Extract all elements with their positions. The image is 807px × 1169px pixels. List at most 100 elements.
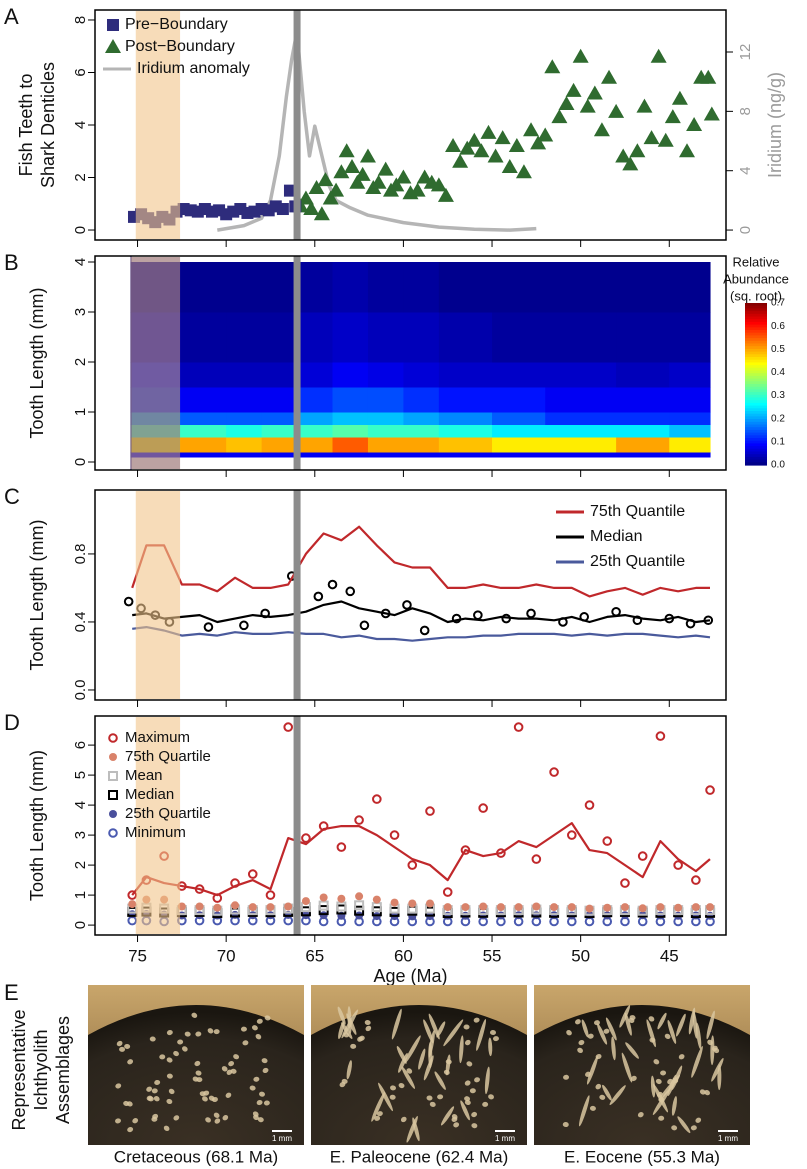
ichthyolith <box>261 1058 268 1064</box>
marker <box>579 98 596 113</box>
ichthyolith <box>181 1046 188 1052</box>
heat-cell <box>403 262 440 313</box>
colorbar-slice <box>745 438 767 442</box>
ichthyolith <box>655 1078 662 1085</box>
ichthyolith <box>173 1115 180 1121</box>
colorbar-tick-label: 0.7 <box>771 298 785 309</box>
ichthyolith <box>434 1071 446 1090</box>
ichthyolith <box>428 1013 440 1040</box>
ichthyolith <box>440 1106 455 1126</box>
heat-cell <box>180 437 227 453</box>
colorbar-slice <box>745 375 767 380</box>
ichthyolith <box>476 1018 487 1051</box>
marker <box>638 904 647 913</box>
colorbar-slice <box>745 381 767 385</box>
heat-cell <box>332 424 369 438</box>
y-tick-label: 6 <box>72 741 89 749</box>
marker <box>354 166 371 181</box>
ichthyolith <box>488 1094 494 1100</box>
marker <box>337 894 346 903</box>
ichthyolith <box>251 1025 258 1031</box>
heat-cell <box>226 452 263 458</box>
ichthyolith <box>115 1083 122 1089</box>
ichthyolith <box>166 1057 173 1063</box>
x-tick-label: 70 <box>217 946 236 965</box>
ichthyolith <box>225 1092 232 1098</box>
colorbar-slice <box>745 370 767 374</box>
y-tick-label: 3 <box>72 831 89 839</box>
colorbar-tick-label: 0.0 <box>771 460 785 471</box>
colorbar-slice <box>745 443 767 447</box>
colorbar-slice <box>745 316 767 320</box>
heat-cell <box>261 452 298 458</box>
scale-label: 1 mm <box>718 1134 738 1143</box>
y-tick-label: 5 <box>72 771 89 779</box>
y-axis-label: Tooth Length (mm) <box>27 519 47 670</box>
y-axis-label: Representative <box>9 1009 29 1130</box>
heat-cell <box>332 312 369 363</box>
marker <box>551 109 568 124</box>
ichthyolith <box>625 1042 639 1059</box>
ichthyolith <box>195 1031 202 1037</box>
ichthyolith <box>678 1054 685 1060</box>
specimen-photo: 1 mm <box>311 985 527 1145</box>
marker <box>354 815 364 825</box>
colorbar-slice <box>745 346 767 350</box>
marker <box>301 833 311 843</box>
ichthyolith <box>146 1095 153 1101</box>
colorbar-slice <box>745 362 767 366</box>
heat-cell <box>545 452 617 458</box>
legend-label: Median <box>125 786 174 803</box>
heat-cell <box>297 262 334 313</box>
marker <box>496 903 505 912</box>
ichthyolith <box>357 1036 363 1042</box>
heat-cell <box>367 362 404 388</box>
ichthyolith <box>115 1118 121 1124</box>
heat-cell <box>669 362 711 388</box>
marker <box>425 899 434 908</box>
legend-label: 75th Quantile <box>590 503 685 520</box>
heat-cell <box>297 437 334 453</box>
heat-cell <box>297 424 334 438</box>
heat-cell <box>367 312 404 363</box>
photo-caption: E. Paleocene (62.4 Ma) <box>330 1147 509 1166</box>
colorbar-slice <box>745 321 767 326</box>
y-axis-label: Fish Teeth to <box>16 74 36 177</box>
ichthyolith <box>249 1085 256 1091</box>
ichthyolith <box>648 1016 655 1022</box>
heat-cell <box>492 437 546 453</box>
marker <box>459 140 476 155</box>
marker <box>409 182 426 197</box>
marker <box>230 878 240 888</box>
colorbar-slice <box>745 421 767 426</box>
ichthyolith <box>371 1091 386 1122</box>
ichthyolith <box>492 1036 499 1042</box>
colorbar-slice <box>745 335 767 339</box>
marker <box>691 911 700 920</box>
marker <box>637 851 648 861</box>
ichthyolith <box>152 1113 159 1120</box>
ichthyolith <box>166 1030 173 1036</box>
panel-label: C <box>4 484 20 509</box>
ichthyolith <box>191 1012 198 1019</box>
ichthyolith <box>337 1006 346 1025</box>
ichthyolith <box>252 1111 259 1117</box>
ichthyolith <box>365 1025 372 1032</box>
ichthyolith <box>423 1019 434 1044</box>
colorbar-slice <box>745 440 767 444</box>
ichthyolith <box>255 1033 262 1040</box>
ichthyolith <box>391 1008 402 1040</box>
heat-cell <box>669 452 711 458</box>
panel-label: D <box>4 710 20 735</box>
heat-cell <box>545 362 617 388</box>
heat-cell <box>438 452 493 458</box>
marker <box>419 625 430 636</box>
marker <box>608 103 625 118</box>
marker <box>572 48 589 63</box>
marker <box>691 903 700 912</box>
plot-frame <box>94 9 727 241</box>
marker <box>283 722 293 732</box>
ichthyolith <box>205 1117 211 1123</box>
marker <box>526 608 536 619</box>
ichthyolith <box>213 1112 220 1118</box>
